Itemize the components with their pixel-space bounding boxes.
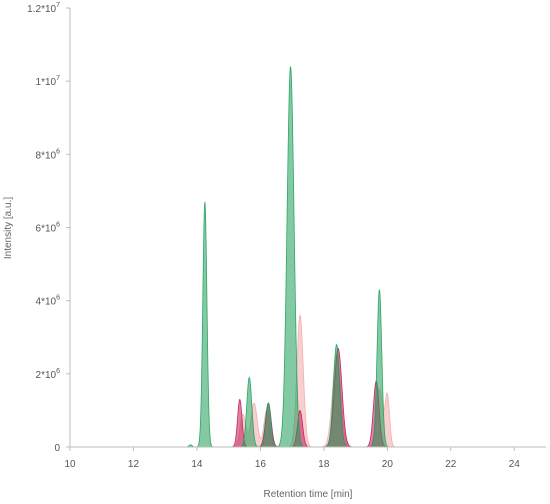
series-layer xyxy=(177,66,445,448)
series-area-1 xyxy=(177,314,445,448)
x-tick-label: 18 xyxy=(318,459,330,470)
x-tick-label: 14 xyxy=(191,459,203,470)
x-axis-title: Retention time [min] xyxy=(264,489,353,500)
series-area-2 xyxy=(177,347,445,448)
y-tick-label: 8*106 xyxy=(36,148,61,161)
y-tick-label: 1.2*107 xyxy=(27,2,60,15)
x-tick-label: 10 xyxy=(64,459,76,470)
y-tick-label: 2*106 xyxy=(36,368,61,381)
x-tick-label: 22 xyxy=(445,459,457,470)
x-tick-label: 20 xyxy=(382,459,394,470)
y-axis-title: Intensity [a.u.] xyxy=(3,197,14,259)
series-area-3 xyxy=(177,66,445,448)
y-tick-label: 4*106 xyxy=(36,295,61,308)
ticks-layer: 10 12 14 16 18 20 22 24 0 2*106 4*106 6*106 8*106 1*1… xyxy=(27,2,520,470)
y-tick-label: 1*107 xyxy=(36,75,61,88)
x-tick-label: 16 xyxy=(255,459,267,470)
x-tick-label: 12 xyxy=(128,459,140,470)
y-tick-label: 6*106 xyxy=(36,222,61,235)
x-tick-label: 24 xyxy=(509,459,521,470)
y-tick-label: 0 xyxy=(54,443,60,454)
